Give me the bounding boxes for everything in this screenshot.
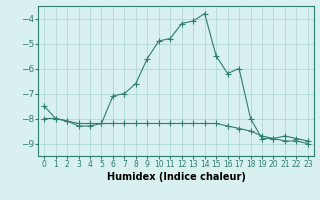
X-axis label: Humidex (Indice chaleur): Humidex (Indice chaleur) (107, 172, 245, 182)
